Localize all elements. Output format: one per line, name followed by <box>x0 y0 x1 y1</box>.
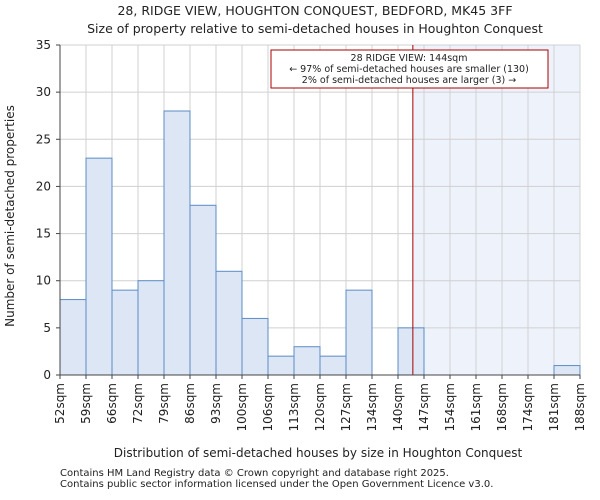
bar <box>397 327 425 376</box>
x-tick-label: 72sqm <box>131 383 145 424</box>
annotation-line-3: 2% of semi-detached houses are larger (3… <box>302 75 516 86</box>
annotation-box <box>270 49 549 89</box>
y-tick-label: 5 <box>43 321 51 335</box>
y-tick-label: 35 <box>36 38 51 52</box>
annotation-line-1: 28 RIDGE VIEW: 144sqm <box>351 53 468 64</box>
x-tick-label: 154sqm <box>443 383 457 431</box>
bar <box>137 280 165 376</box>
x-tick-label: 59sqm <box>79 383 93 424</box>
y-tick-label: 0 <box>43 368 51 382</box>
x-tick-label: 134sqm <box>365 383 379 431</box>
bar <box>215 270 243 376</box>
annotation-line-2: ← 97% of semi-detached houses are smalle… <box>289 64 529 75</box>
x-tick-label: 168sqm <box>495 383 509 431</box>
x-tick-label: 66sqm <box>105 383 119 424</box>
bars <box>59 110 581 376</box>
bar <box>189 204 217 376</box>
y-tick-label: 30 <box>36 85 51 99</box>
y-ticks: 0 5 10 15 20 25 30 35 <box>36 38 60 382</box>
x-tick-label: 86sqm <box>183 383 197 424</box>
bar <box>241 317 269 376</box>
bar <box>85 157 113 376</box>
highlight-region <box>412 45 580 375</box>
bar <box>163 110 191 376</box>
x-tick-label: 93sqm <box>209 383 223 424</box>
footer-line-1: Contains HM Land Registry data © Crown c… <box>60 468 449 479</box>
y-tick-label: 15 <box>36 227 51 241</box>
x-tick-label: 174sqm <box>521 383 535 431</box>
x-tick-label: 79sqm <box>157 383 171 424</box>
x-tick-label: 100sqm <box>235 383 249 431</box>
bar <box>345 289 373 376</box>
footer-line-2: Contains public sector information licen… <box>60 479 493 490</box>
x-tick-label: 52sqm <box>53 383 67 424</box>
x-axis-label: Distribution of semi-detached houses by … <box>114 446 523 460</box>
bar <box>293 346 321 376</box>
y-tick-label: 25 <box>36 132 51 146</box>
x-tick-label: 120sqm <box>313 383 327 431</box>
x-tick-label: 106sqm <box>261 383 275 431</box>
x-ticks: 52sqm 59sqm 66sqm 72sqm 79sqm 86sqm 93sqm 100sq… <box>53 375 587 431</box>
bar <box>553 365 581 376</box>
y-axis-label: Number of semi-detached properties <box>3 105 17 327</box>
x-tick-label: 127sqm <box>339 383 353 431</box>
x-tick-label: 140sqm <box>391 383 405 431</box>
bar <box>111 289 139 376</box>
x-tick-label: 161sqm <box>469 383 483 431</box>
x-tick-label: 147sqm <box>417 383 431 431</box>
chart-subtitle: Size of property relative to semi-detach… <box>87 21 543 36</box>
x-tick-label: 188sqm <box>573 383 587 431</box>
y-tick-label: 10 <box>36 274 51 288</box>
x-tick-label: 181sqm <box>547 383 561 431</box>
chart-title: 28, RIDGE VIEW, HOUGHTON CONQUEST, BEDFO… <box>117 3 512 18</box>
y-tick-label: 20 <box>36 179 51 193</box>
bar <box>59 299 87 376</box>
x-tick-label: 113sqm <box>287 383 301 431</box>
bar <box>267 355 295 376</box>
bar <box>319 355 347 376</box>
